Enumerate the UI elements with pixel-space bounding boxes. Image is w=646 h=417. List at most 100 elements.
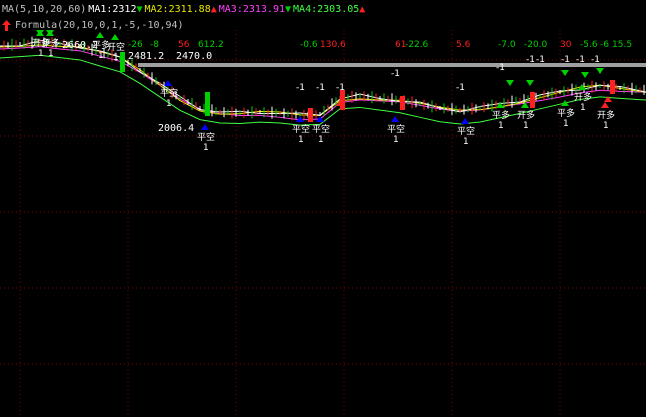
signal-value: 130.6 [320,40,346,50]
signal-tag-count: 1 [563,119,569,129]
ma2-value: MA2:2311.88 [144,3,211,15]
marker-icon [461,118,469,124]
signal-candle [308,108,313,122]
signal-tag-count: 1 [38,49,44,59]
signal-tag-label: 开多 [517,109,535,121]
signal-candle [610,80,615,94]
signal-minus-label: -1 [316,83,325,93]
marker-icon [578,84,586,90]
signal-tag-count: 1 [580,103,586,113]
marker-icon [96,32,104,38]
formula-text: Formula(20,10,0,1,-5,-10,94) [15,19,184,31]
ma-legend: MA(5,10,20,60) MA1:2312 ▼ MA2:2311.88 ▲ … [2,2,365,16]
formula-arrow-icon [2,19,11,31]
signal-tag-label: 平多 [92,39,110,51]
signal-value: 30 [560,40,572,50]
up-arrow-icon [336,100,344,106]
ma1-line [0,39,646,116]
signal-tag-label: 平空 [312,123,330,135]
marker-icon [496,102,504,108]
signal-value: 612.2 [198,40,224,50]
signal-minus-label: -1 [336,83,345,93]
signal-minus-label: -1 [456,83,465,93]
ma3-arrow-icon: ▼ [285,3,292,15]
signal-candle [205,92,210,116]
signal-minus-label: -1 [296,83,305,93]
ma4-value: MA4:2303.05 [293,3,360,15]
signal-tag-count: 1 [98,51,104,61]
marker-icon [296,116,304,122]
signal-tag-label: 平空 [160,87,178,99]
ma1-arrow-icon: ▼ [136,3,143,15]
signal-value: -5.6 [580,40,598,50]
ma1-value: MA1:2312 [88,3,137,15]
signal-value: -6 [600,40,609,50]
signal-tag-label: 开空 [107,41,125,53]
signal-value: -22.6 [405,40,429,50]
formula-legend[interactable]: Formula(20,10,0,1,-5,-10,94) [2,18,184,32]
signal-tag-label: 平多 [557,107,575,119]
price-label-low: 2006.4 [158,123,195,134]
signal-tag-count: 1 [523,121,529,131]
signal-value: 56 [178,40,190,50]
down-arrow-icon [581,72,589,78]
signal-tag-label: 平多 [492,109,510,121]
signal-tag-label: 开多 [574,91,592,103]
signal-minus-label: -1 [576,55,585,65]
signal-candle [530,92,535,108]
signal-tag-count: 1 [48,49,54,59]
down-arrow-icon [506,80,514,86]
down-arrow-icon [561,70,569,76]
signal-tag-count: 1 [463,137,469,147]
signal-value: 15.5 [612,40,632,50]
signal-tag-count: 1 [203,143,209,153]
signal-minus-label: -1 [496,63,505,73]
marker-icon [316,116,324,122]
signal-tag-label: 平空 [197,131,215,143]
signal-tag-count: 1 [113,53,119,63]
signal-tag-label: 平空 [387,123,405,135]
signal-candle [400,96,405,110]
marker-icon [561,100,569,106]
price-label-tl: 2660.2 [62,40,99,51]
signal-candle [120,52,125,72]
signal-value: -0.6 [300,40,318,50]
signal-minus-label: -1 [526,55,535,65]
down-arrow-icon [36,30,44,36]
price-label-level: 2470.0 [176,51,213,62]
signal-tag-count: 1 [318,135,324,145]
signal-tag-label: 平空 [457,125,475,137]
marker-icon [164,80,172,86]
signal-minus-label: -1 [591,55,600,65]
down-arrow-icon [46,30,54,36]
price-label-high: 2481.2 [128,51,165,62]
marker-icon [601,102,609,108]
signal-minus-label: -1 [536,55,545,65]
signal-candle [340,90,345,110]
signal-minus-label: -1 [391,69,400,79]
price-level-line [138,63,646,67]
signal-tag-count: 1 [166,99,172,109]
signal-tag-count: 1 [298,135,304,145]
signal-tag-count: 1 [498,121,504,131]
down-arrow-icon [526,80,534,86]
ma4-arrow-icon: ▲ [359,3,366,15]
signal-tag-count: 1 [393,135,399,145]
signal-value: -20.0 [524,40,548,50]
down-arrow-icon [596,68,604,74]
signal-tag-count: 1 [603,121,609,131]
ma-params: MA(5,10,20,60) [2,3,87,15]
marker-icon [391,116,399,122]
signal-value: 61 [395,40,406,50]
ma4-line [0,54,646,126]
marker-icon [111,34,119,40]
signal-tag-label: 开多 [32,37,50,49]
signal-value: -7.0 [498,40,516,50]
signal-tag-label: 开多 [597,109,615,121]
signal-tag-label: 平空 [292,123,310,135]
signal-value: -8 [150,40,159,50]
signal-tag-label: 平多 [42,37,60,49]
signal-value: -26 [128,40,143,50]
